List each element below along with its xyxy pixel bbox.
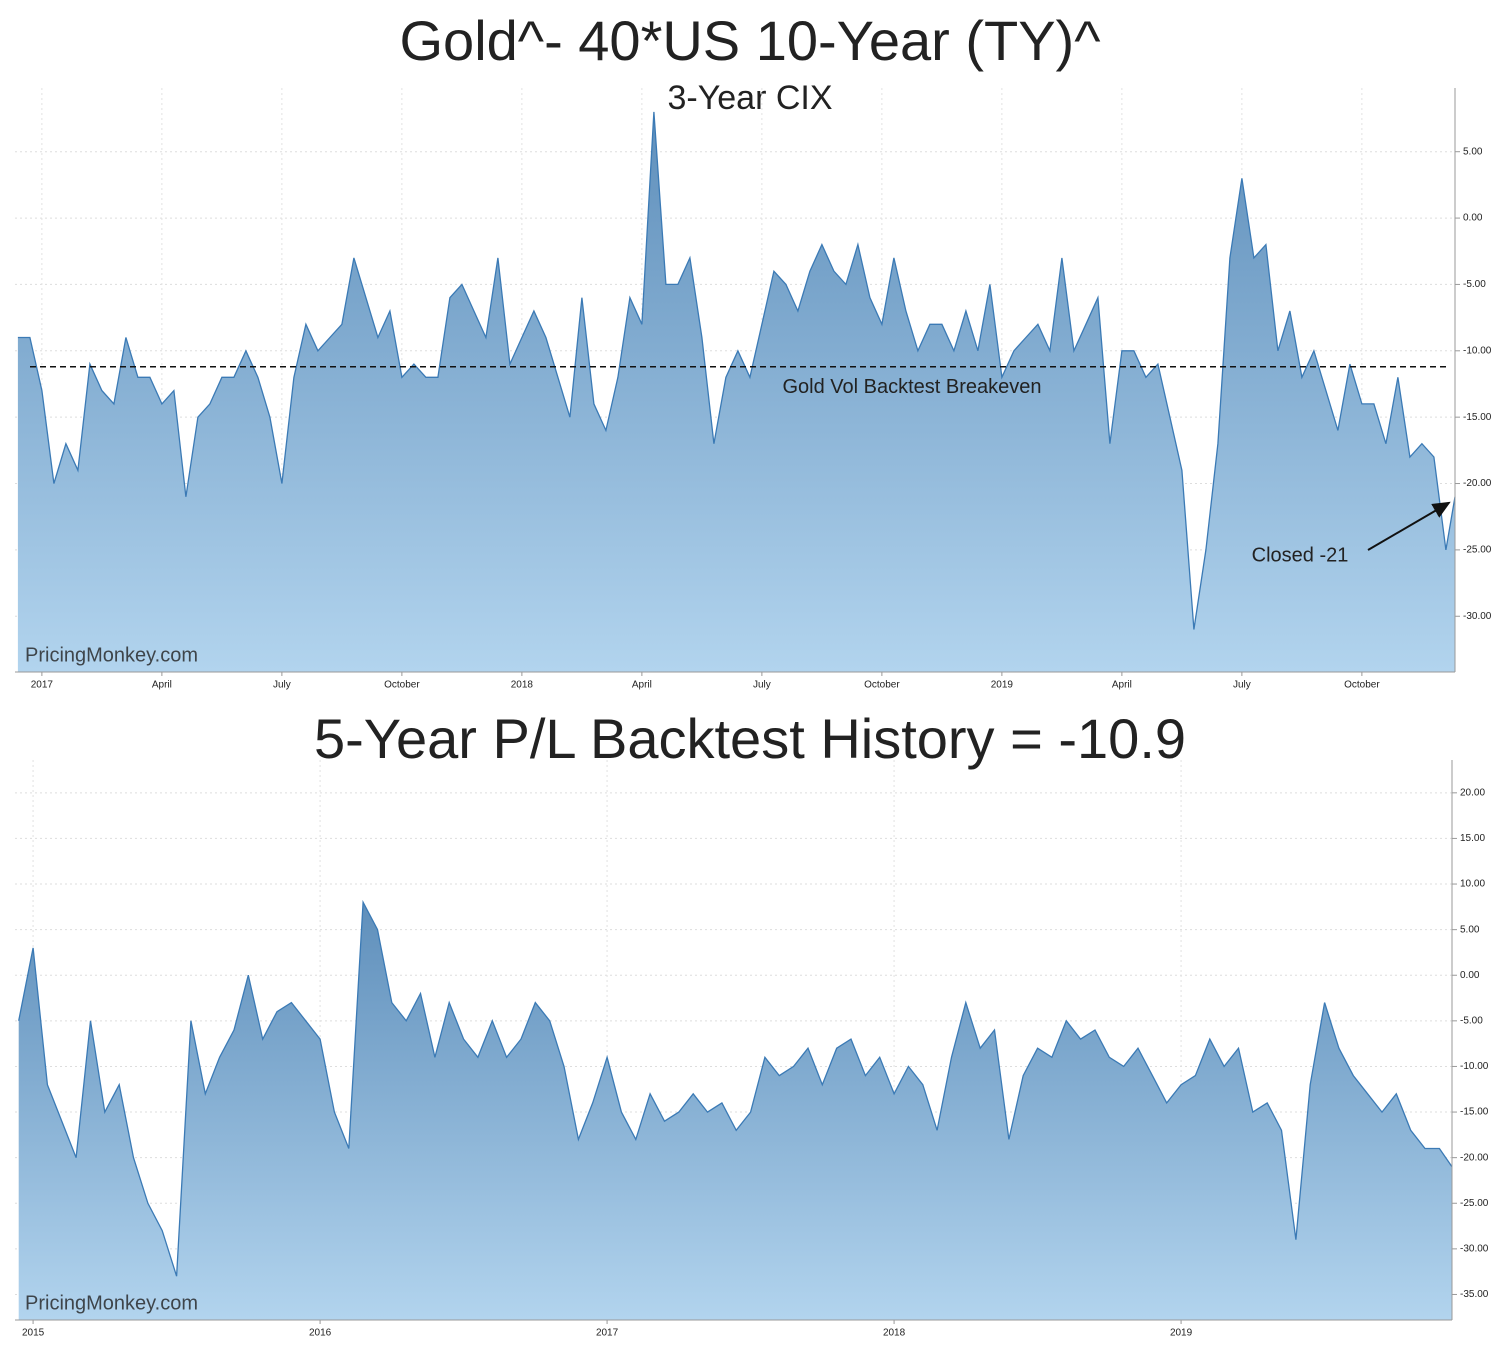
y-tick-label: 10.00 <box>1460 879 1485 890</box>
y-tick-label: 5.00 <box>1463 146 1483 157</box>
watermark: PricingMonkey.com <box>25 1292 198 1314</box>
y-tick-label: -10.00 <box>1460 1061 1489 1072</box>
area-fill <box>18 902 1453 1320</box>
y-tick-label: -20.00 <box>1460 1152 1489 1163</box>
chart-title: 5-Year P/L Backtest History = -10.9 <box>314 707 1186 770</box>
x-tick-label: April <box>632 680 652 691</box>
y-tick-label: 5.00 <box>1460 924 1480 935</box>
y-tick-label: -15.00 <box>1460 1107 1489 1118</box>
x-tick-label: October <box>384 680 420 691</box>
y-tick-label: 0.00 <box>1463 213 1483 224</box>
reference-label: Gold Vol Backtest Breakeven <box>782 376 1041 398</box>
x-tick-label: July <box>273 680 291 691</box>
x-tick-label: 2018 <box>883 1328 906 1339</box>
y-tick-label: 20.00 <box>1460 787 1485 798</box>
y-tick-label: -5.00 <box>1463 279 1486 290</box>
y-tick-label: 0.00 <box>1460 970 1480 981</box>
annotation-arrow <box>1367 501 1451 551</box>
x-tick-label: October <box>1344 680 1380 691</box>
y-tick-label: -25.00 <box>1460 1198 1489 1209</box>
x-tick-label: 2017 <box>31 680 54 691</box>
annotation: Closed -21 <box>1252 544 1349 566</box>
x-tick-label: 2019 <box>991 680 1014 691</box>
area-line <box>18 899 1453 1277</box>
x-tick-label: October <box>864 680 900 691</box>
x-tick-label: 2017 <box>596 1328 619 1339</box>
x-tick-label: 2015 <box>22 1328 45 1339</box>
watermark: PricingMonkey.com <box>25 644 198 666</box>
y-tick-label: -30.00 <box>1460 1244 1489 1255</box>
area-fill <box>17 111 1455 672</box>
x-tick-label: April <box>1112 680 1132 691</box>
chart-title: Gold^- 40*US 10-Year (TY)^ <box>400 9 1101 72</box>
x-tick-label: July <box>1233 680 1251 691</box>
y-tick-label: 15.00 <box>1460 833 1485 844</box>
chart-subtitle: 3-Year CIX <box>667 79 832 117</box>
y-tick-label: -10.00 <box>1463 345 1492 356</box>
x-tick-label: 2019 <box>1170 1328 1193 1339</box>
y-tick-label: -30.00 <box>1463 611 1492 622</box>
y-tick-label: -25.00 <box>1463 545 1492 556</box>
y-tick-label: -5.00 <box>1460 1015 1483 1026</box>
y-tick-label: -35.00 <box>1460 1289 1489 1300</box>
x-tick-label: July <box>753 680 771 691</box>
x-tick-label: 2016 <box>309 1328 332 1339</box>
x-tick-label: 2018 <box>511 680 534 691</box>
y-tick-label: -20.00 <box>1463 478 1492 489</box>
y-tick-label: -15.00 <box>1463 412 1492 423</box>
x-tick-label: April <box>152 680 172 691</box>
area-line <box>17 111 1456 630</box>
